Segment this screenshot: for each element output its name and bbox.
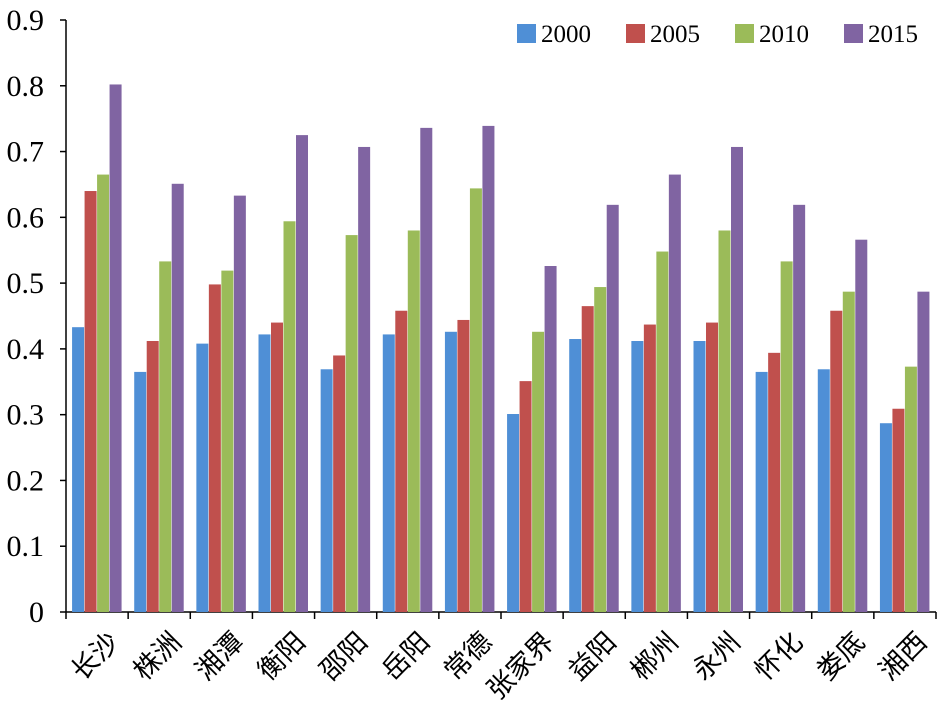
legend-swatch-2010 xyxy=(735,24,754,43)
x-category-label: 岳阳 xyxy=(376,627,436,687)
bar-2000-4 xyxy=(320,369,333,612)
y-tick-label: 0.8 xyxy=(7,70,45,103)
legend-swatch-2015 xyxy=(844,24,863,43)
bar-2000-6 xyxy=(444,331,457,612)
legend-swatch-2000 xyxy=(517,24,536,43)
bar-2010-12 xyxy=(842,291,855,612)
bar-2015-6 xyxy=(482,125,495,612)
x-category-label: 永州 xyxy=(687,627,747,687)
legend-swatch-2005 xyxy=(626,24,645,43)
x-category-label: 郴州 xyxy=(625,627,685,687)
bar-2015-5 xyxy=(420,127,433,613)
bar-2010-4 xyxy=(345,235,358,613)
y-tick-label: 0.2 xyxy=(7,464,45,497)
bar-2010-7 xyxy=(532,331,545,612)
bar-2005-8 xyxy=(581,306,594,612)
bar-2005-4 xyxy=(333,355,346,612)
bar-2010-6 xyxy=(469,188,482,612)
x-category-label: 湘西 xyxy=(873,627,933,687)
y-tick-label: 0.9 xyxy=(7,4,45,37)
bar-2010-3 xyxy=(283,221,296,612)
bar-2015-12 xyxy=(855,239,868,612)
bar-2000-2 xyxy=(196,343,209,612)
bars xyxy=(72,84,930,613)
bar-2015-13 xyxy=(917,291,930,612)
bar-2005-3 xyxy=(271,322,283,612)
y-tick-label: 0 xyxy=(29,596,44,629)
y-tick-label: 0.5 xyxy=(7,267,45,300)
bar-2000-0 xyxy=(72,327,85,612)
legend-label-2005: 2005 xyxy=(650,21,700,48)
bar-2000-3 xyxy=(258,334,271,612)
y-tick-label: 0.1 xyxy=(7,530,45,563)
bar-2000-5 xyxy=(382,334,395,612)
y-tick-labels: 0 0.1 0.2 0.3 0.4 0.5 0.6 0.7 0.8 0.9 xyxy=(7,4,45,629)
bar-2005-7 xyxy=(519,381,532,612)
bar-2000-13 xyxy=(879,423,892,612)
bar-2005-10 xyxy=(706,322,718,612)
bar-2010-13 xyxy=(904,366,917,612)
bar-2005-2 xyxy=(208,284,221,612)
legend: 2000 2005 2010 2015 xyxy=(517,21,918,48)
bar-2015-4 xyxy=(358,146,371,612)
bar-2010-5 xyxy=(407,230,420,612)
bar-2000-8 xyxy=(569,339,582,612)
y-tick-label: 0.3 xyxy=(7,399,45,432)
bar-2000-10 xyxy=(693,340,706,612)
bar-2000-12 xyxy=(817,369,830,612)
y-tick-label: 0.6 xyxy=(7,201,45,234)
bar-2015-1 xyxy=(171,183,184,612)
bar-2005-13 xyxy=(892,408,905,612)
bar-2010-0 xyxy=(97,174,110,613)
bar-2000-1 xyxy=(134,371,147,612)
x-category-label: 湘潭 xyxy=(190,627,250,687)
legend-label-2015: 2015 xyxy=(868,21,918,48)
bar-2005-1 xyxy=(146,340,159,612)
bar-2010-8 xyxy=(594,287,607,612)
bar-2015-2 xyxy=(233,195,246,613)
y-tick-label: 0.4 xyxy=(7,333,45,366)
x-category-label: 娄底 xyxy=(811,627,871,687)
x-category-label: 衡阳 xyxy=(252,627,312,687)
bar-2015-10 xyxy=(731,146,743,612)
x-category-label: 长沙 xyxy=(65,627,125,687)
bar-2015-9 xyxy=(668,174,681,613)
bar-2015-3 xyxy=(296,135,308,612)
bar-2015-11 xyxy=(793,204,806,612)
bar-2015-0 xyxy=(109,84,122,612)
bar-2010-2 xyxy=(221,270,234,612)
bar-2010-9 xyxy=(656,251,669,612)
x-category-label: 张家界 xyxy=(481,627,560,706)
bar-2015-7 xyxy=(544,266,557,612)
bar-2005-6 xyxy=(457,319,470,612)
bar-2005-9 xyxy=(643,324,656,612)
bar-2010-10 xyxy=(718,230,731,612)
x-category-label: 怀化 xyxy=(749,627,809,687)
bar-2005-0 xyxy=(84,191,97,612)
x-category-label: 益阳 xyxy=(563,627,623,687)
legend-label-2000: 2000 xyxy=(541,21,591,48)
y-tick-label: 0.7 xyxy=(7,136,45,169)
x-category-label: 株洲 xyxy=(128,627,188,687)
x-category-label: 邵阳 xyxy=(314,627,374,687)
bar-2005-5 xyxy=(395,310,408,612)
bar-2000-7 xyxy=(507,414,520,612)
legend-label-2010: 2010 xyxy=(759,21,809,48)
bar-2015-8 xyxy=(606,204,619,612)
bar-2010-1 xyxy=(159,261,172,612)
bar-2005-11 xyxy=(768,352,781,612)
bar-2010-11 xyxy=(780,261,793,612)
bar-2000-11 xyxy=(755,371,768,612)
bar-2005-12 xyxy=(830,310,843,612)
bar-2000-9 xyxy=(631,340,644,612)
